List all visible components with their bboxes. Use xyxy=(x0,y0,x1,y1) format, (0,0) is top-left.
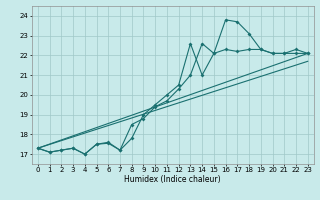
X-axis label: Humidex (Indice chaleur): Humidex (Indice chaleur) xyxy=(124,175,221,184)
